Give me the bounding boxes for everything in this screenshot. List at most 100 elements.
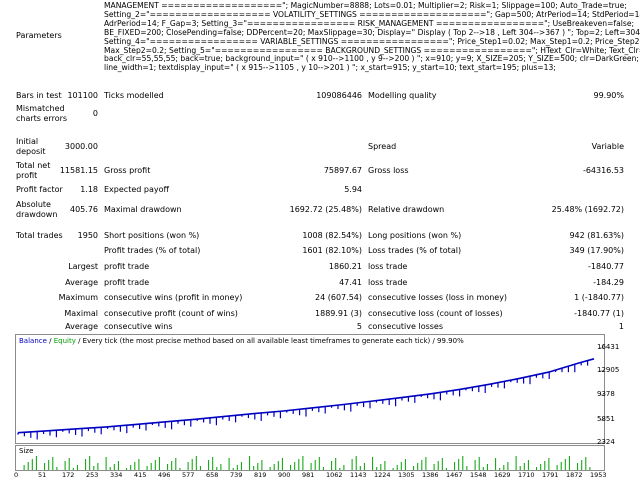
max-consecutive-wins-value: 24 (607.54) <box>315 293 362 302</box>
largest-label: Largest <box>68 262 98 271</box>
mismatch-value: 0 <box>92 109 98 118</box>
total-net-profit-label-2: profit <box>16 171 38 180</box>
x-tick-label: 739 <box>230 471 243 479</box>
largest-profit-label: profit trade <box>104 262 150 271</box>
largest-loss-label: loss trade <box>368 262 408 271</box>
x-tick-label: 819 <box>254 471 267 479</box>
average-consecutive-losses-value: 1 <box>618 322 624 331</box>
x-tick-label: 1872 <box>566 471 583 479</box>
chart-legend: Balance / Equity / Every tick (the most … <box>19 337 464 345</box>
initial-deposit-label-1: Initial <box>16 137 39 146</box>
x-tick-label: 1953 <box>590 471 607 479</box>
y-tick-label: 12905 <box>597 366 620 374</box>
average-consecutive-wins-label: consecutive wins <box>104 322 173 331</box>
x-tick-label: 415 <box>134 471 147 479</box>
maximal-drawdown-label: Maximal drawdown <box>104 205 182 214</box>
x-tick-label: 1062 <box>326 471 343 479</box>
initial-deposit-value: 3000.00 <box>64 142 98 151</box>
parameter-line: Setting_2="=================== VOLATILIT… <box>104 9 640 19</box>
y-tick-label: 2324 <box>597 438 615 446</box>
max-consecutive-losses-label: consecutive losses (loss in money) <box>368 293 508 302</box>
parameters-label: Parameters <box>16 31 62 40</box>
x-tick-label: 1143 <box>350 471 367 479</box>
balance-chart: Balance / Equity / Every tick (the most … <box>15 334 605 444</box>
spread-value: Variable <box>591 142 624 151</box>
maximal-label: Maximal <box>64 309 98 318</box>
x-tick-label: 1305 <box>398 471 415 479</box>
average-consecutive-losses-label: consecutive losses <box>368 322 444 331</box>
max-consecutive-wins-label: consecutive wins (profit in money) <box>104 293 243 302</box>
parameter-line: Setting_4="================= VARIABLE_SE… <box>104 36 640 46</box>
total-trades-label: Total trades <box>16 231 63 240</box>
total-net-profit-label-1: Total net <box>16 161 51 170</box>
balance-series-line <box>17 358 595 434</box>
max-consecutive-losses-value: 1 (-1840.77) <box>574 293 624 302</box>
y-tick-label: 5851 <box>597 415 615 423</box>
absolute-drawdown-label-2: drawdown <box>16 210 58 219</box>
profit-factor-value: 1.18 <box>80 185 98 194</box>
total-trades-value: 1950 <box>77 231 98 240</box>
absolute-drawdown-label-1: Absolute <box>16 200 51 209</box>
largest-loss-value: -1840.77 <box>588 262 624 271</box>
x-tick-label: 1224 <box>374 471 391 479</box>
long-positions-value: 942 (81.63%) <box>569 231 624 240</box>
loss-trades-label: Loss trades (% of total) <box>368 246 462 255</box>
expected-payoff-value: 5.94 <box>344 185 362 194</box>
x-tick-label: 1710 <box>518 471 535 479</box>
short-positions-value: 1008 (82.54%) <box>302 231 362 240</box>
size-chart: Size <box>15 445 605 471</box>
x-tick-label: 1467 <box>446 471 463 479</box>
parameter-line: MANAGEMENT ==================="; MagicNu… <box>104 1 627 10</box>
x-tick-label: 658 <box>206 471 219 479</box>
loss-trades-value: 349 (17.90%) <box>569 246 624 255</box>
relative-drawdown-label: Relative drawdown <box>368 205 445 214</box>
legend-balance: Balance <box>19 337 47 345</box>
initial-deposit-label-2: deposit <box>16 147 46 156</box>
expected-payoff-label: Expected payoff <box>104 185 169 194</box>
gross-profit-value: 75897.67 <box>323 166 362 175</box>
modelling-quality-value: 99.90% <box>593 91 624 100</box>
mismatch-label-2: charts errors <box>16 114 68 123</box>
average-profit-label: profit trade <box>104 278 150 287</box>
x-tick-label: 1548 <box>470 471 487 479</box>
average-loss-label: loss trade <box>368 278 408 287</box>
gross-profit-label: Gross profit <box>104 166 151 175</box>
average-loss-value: -184.29 <box>593 278 624 287</box>
gross-loss-value: -64316.53 <box>582 166 624 175</box>
ticks-modelled-label: Ticks modelled <box>104 91 164 100</box>
x-tick-label: 334 <box>110 471 123 479</box>
parameter-line: BE_FIXED=200; ClosePending=false; DDPerc… <box>104 27 640 37</box>
spread-label: Spread <box>368 142 397 151</box>
profit-trades-label: Profit trades (% of total) <box>104 246 201 255</box>
bars-in-test-value: 101100 <box>67 91 98 100</box>
maximal-consecutive-profit-value: 1889.91 (3) <box>315 309 362 318</box>
legend-description: / Every tick (the most precise method ba… <box>75 337 464 345</box>
long-positions-label: Long positions (won %) <box>368 231 462 240</box>
average-profit-value: 47.41 <box>339 278 362 287</box>
parameter-line: AdrPeriod=14; F_Gap=3; Setting_3="======… <box>104 18 635 28</box>
maximal-consecutive-loss-label: consecutive loss (count of losses) <box>368 309 503 318</box>
absolute-drawdown-value: 405.76 <box>70 205 98 214</box>
x-tick-label: 0 <box>14 471 19 479</box>
x-tick-label: 1791 <box>542 471 559 479</box>
y-tick-label: 9378 <box>597 390 615 398</box>
size-label: Size <box>19 447 34 455</box>
maximal-consecutive-profit-label: consecutive profit (count of wins) <box>104 309 238 318</box>
average-consecutive-label: Average <box>65 322 98 331</box>
mismatch-label-1: Mismatched <box>16 104 65 113</box>
average-label: Average <box>65 278 98 287</box>
x-tick-label: 577 <box>182 471 195 479</box>
profit-trades-value: 1601 (82.10%) <box>302 246 362 255</box>
largest-profit-value: 1860.21 <box>328 262 362 271</box>
gross-loss-label: Gross loss <box>368 166 409 175</box>
total-net-profit-value: 11581.15 <box>59 166 98 175</box>
x-tick-label: 1629 <box>494 471 511 479</box>
legend-equity: Equity <box>53 337 76 345</box>
x-tick-label: 253 <box>86 471 99 479</box>
maximal-drawdown-value: 1692.72 (25.48%) <box>289 205 362 214</box>
maximal-consecutive-loss-value: -1840.77 (1) <box>574 309 624 318</box>
y-tick-label: 16431 <box>597 343 620 351</box>
modelling-quality-label: Modelling quality <box>368 91 437 100</box>
short-positions-label: Short positions (won %) <box>104 231 200 240</box>
parameter-line: back_clr=55,55,55; back=true; background… <box>104 54 639 64</box>
